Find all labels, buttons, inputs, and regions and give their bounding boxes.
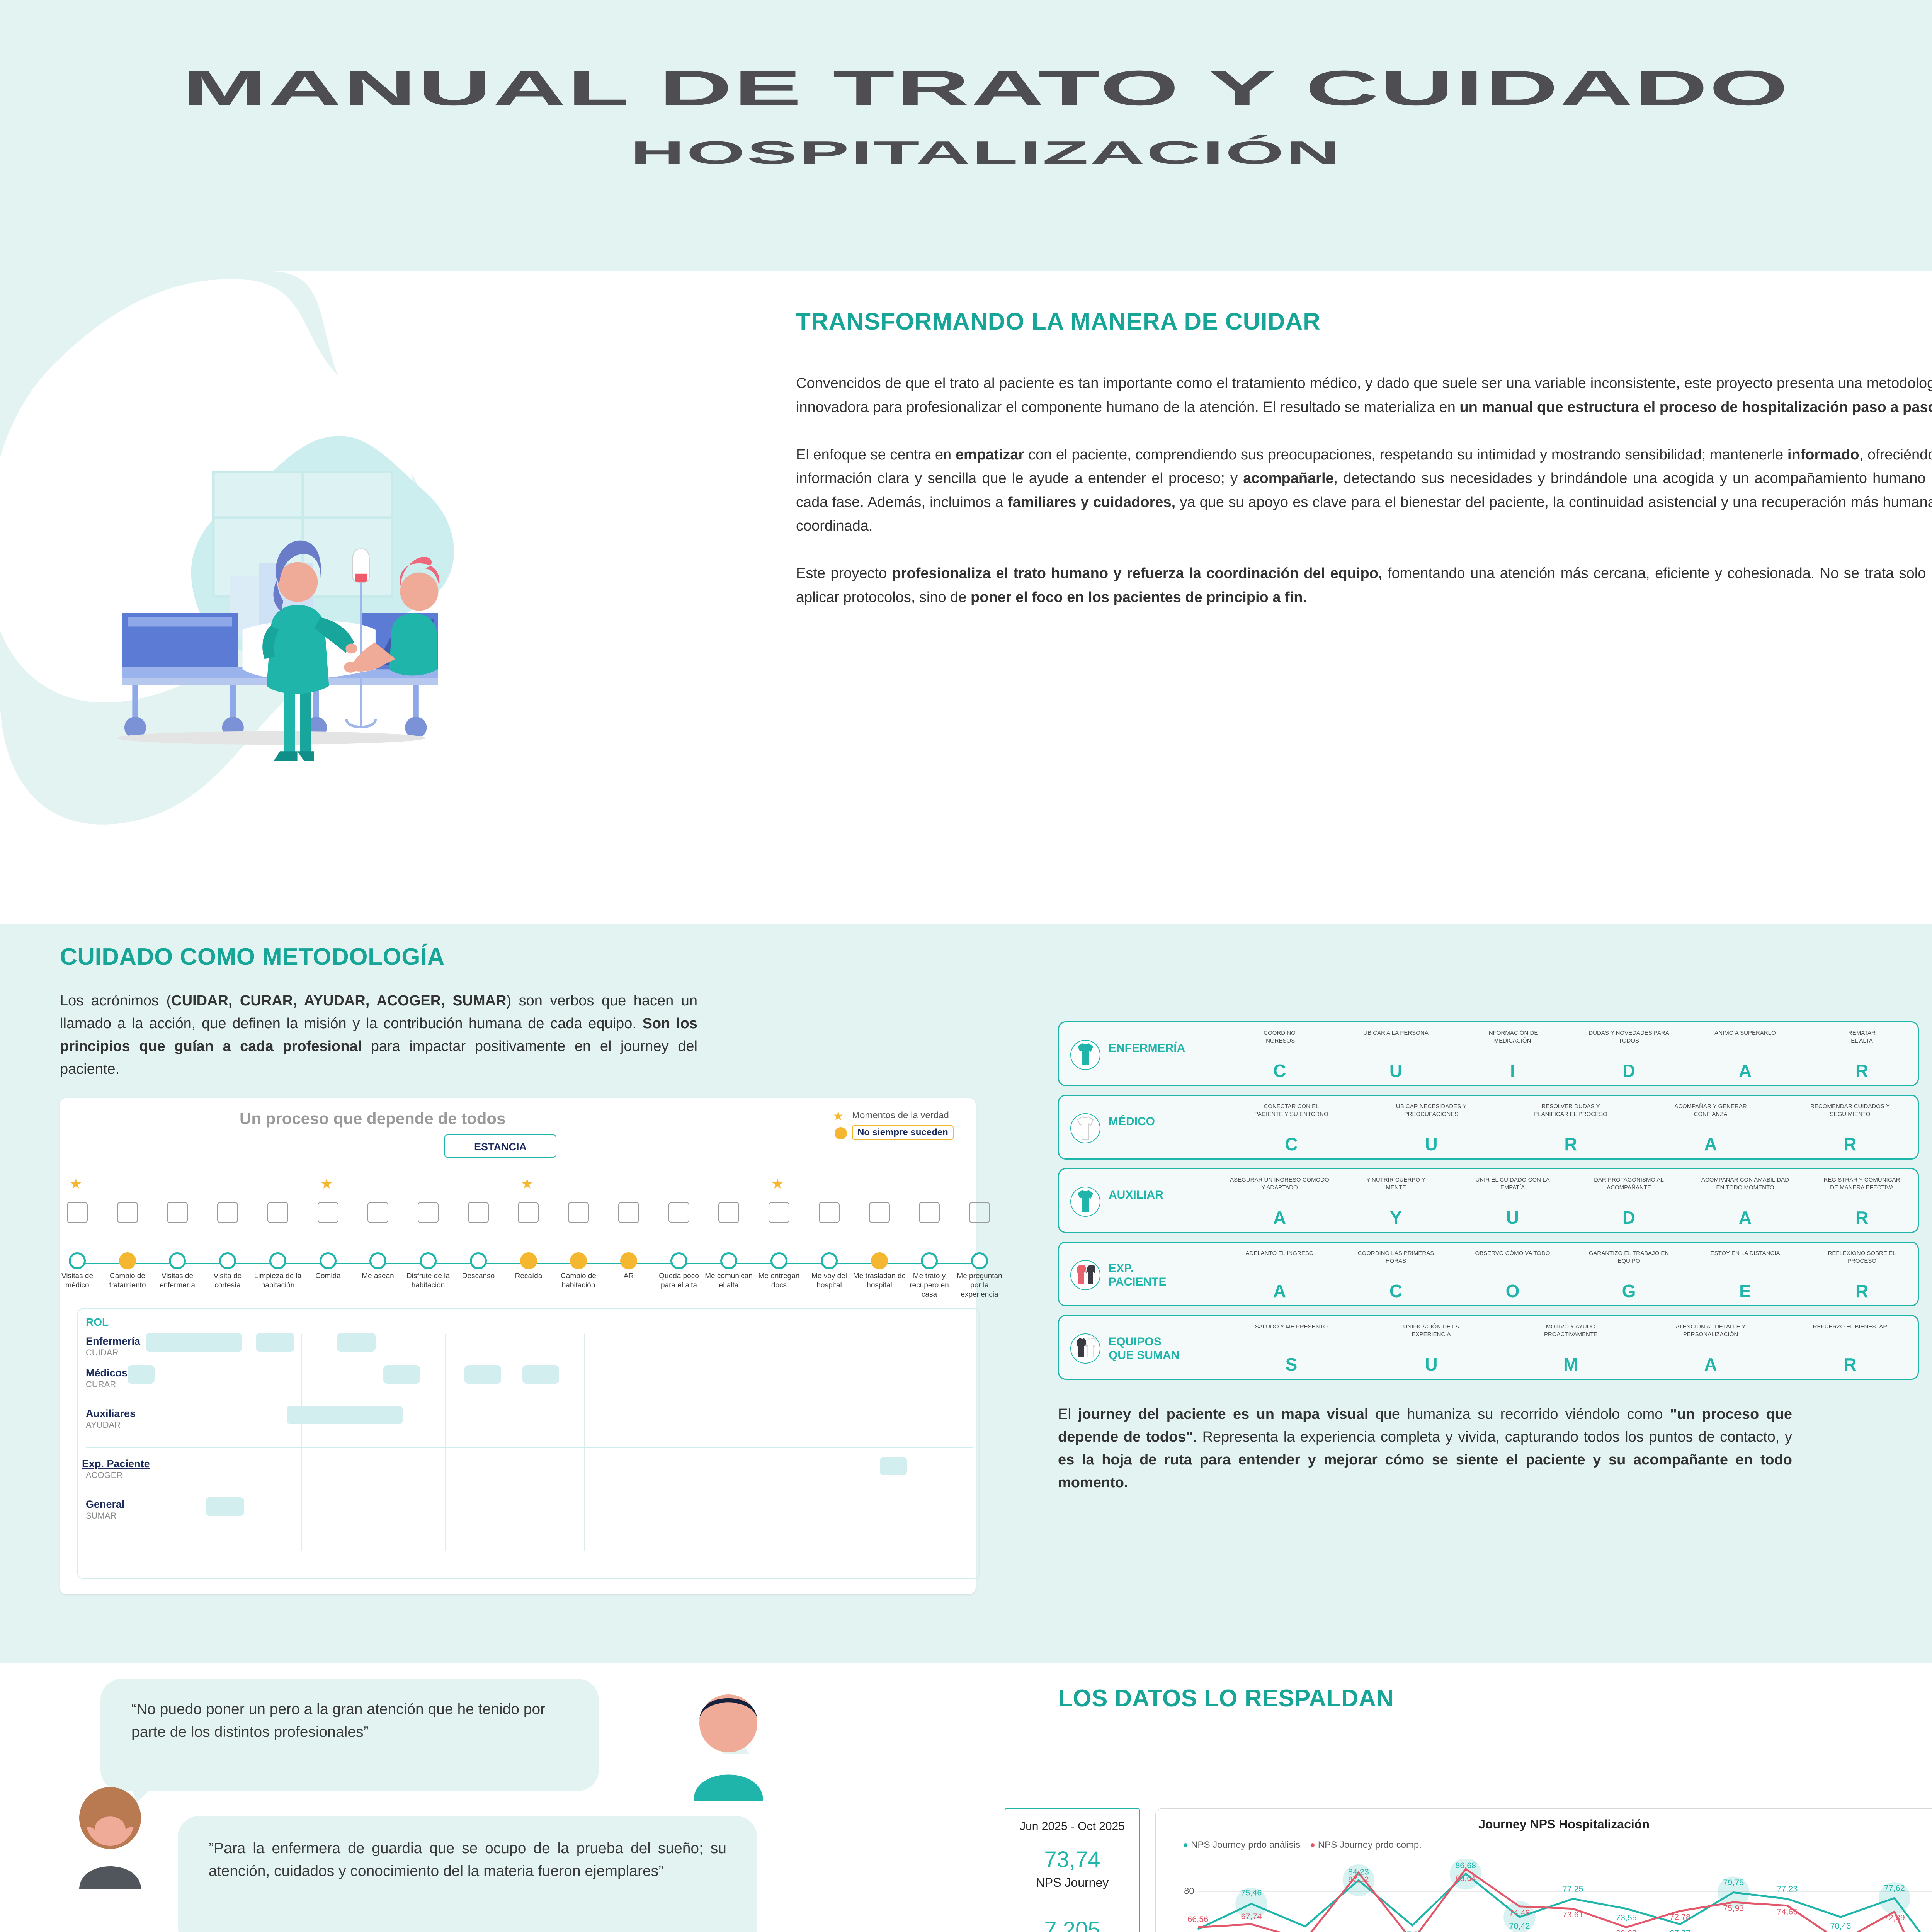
svg-text:70,42: 70,42 (1509, 1921, 1530, 1931)
svg-text:77,23: 77,23 (1777, 1884, 1798, 1894)
svg-text:66,80: 66,80 (1295, 1930, 1316, 1932)
svg-text:72,78: 72,78 (1670, 1912, 1690, 1922)
svg-text:66,62: 66,62 (1616, 1928, 1637, 1932)
svg-text:75,93: 75,93 (1723, 1903, 1744, 1913)
svg-text:77,62: 77,62 (1884, 1883, 1905, 1893)
svg-text:73,55: 73,55 (1616, 1913, 1637, 1922)
svg-text:74,48: 74,48 (1509, 1908, 1530, 1917)
svg-text:67,77: 67,77 (1670, 1928, 1690, 1932)
svg-text:67,22: 67,22 (1402, 1929, 1423, 1932)
svg-text:87,12: 87,12 (1348, 1874, 1369, 1884)
svg-text:67,74: 67,74 (1241, 1912, 1262, 1921)
svg-text:66,56: 66,56 (1187, 1914, 1208, 1924)
svg-text:77,25: 77,25 (1563, 1884, 1583, 1894)
svg-text:70,43: 70,43 (1830, 1921, 1851, 1931)
svg-text:79,75: 79,75 (1723, 1878, 1744, 1887)
svg-text:86,68: 86,68 (1455, 1861, 1476, 1870)
svg-text:88,64: 88,64 (1455, 1873, 1476, 1883)
svg-text:74,65: 74,65 (1777, 1906, 1798, 1916)
svg-text:80: 80 (1184, 1886, 1194, 1896)
svg-text:73,61: 73,61 (1563, 1910, 1583, 1919)
svg-text:72,39: 72,39 (1884, 1913, 1905, 1922)
svg-text:75,46: 75,46 (1241, 1888, 1262, 1897)
